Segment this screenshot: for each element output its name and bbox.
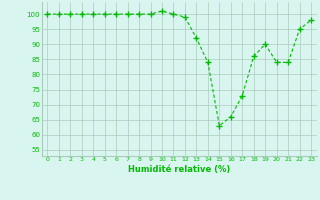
X-axis label: Humidité relative (%): Humidité relative (%) xyxy=(128,165,230,174)
